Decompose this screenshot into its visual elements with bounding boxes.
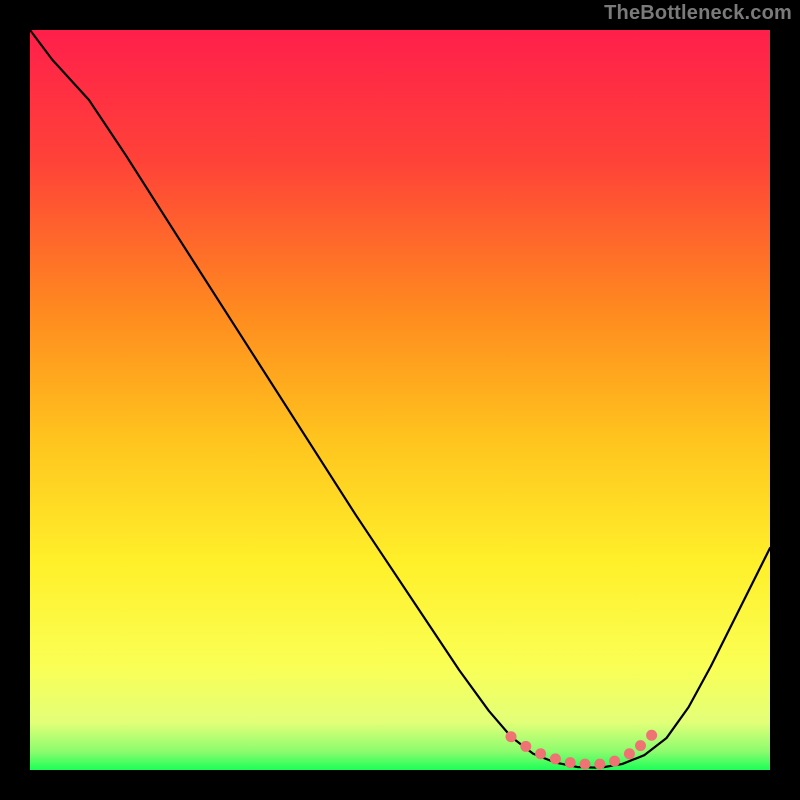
optimal-dot: [646, 730, 657, 741]
optimal-dot: [506, 731, 517, 742]
optimal-dot: [550, 753, 561, 764]
bottleneck-chart: [0, 0, 800, 800]
optimal-dot: [624, 748, 635, 759]
optimal-dot: [635, 740, 646, 751]
optimal-dot: [520, 741, 531, 752]
optimal-dot: [609, 756, 620, 767]
optimal-dot: [535, 748, 546, 759]
optimal-dot: [580, 759, 591, 770]
gradient-plot-area: [30, 30, 770, 770]
optimal-dot: [594, 759, 605, 770]
optimal-dot: [565, 757, 576, 768]
watermark-text: TheBottleneck.com: [604, 2, 792, 25]
